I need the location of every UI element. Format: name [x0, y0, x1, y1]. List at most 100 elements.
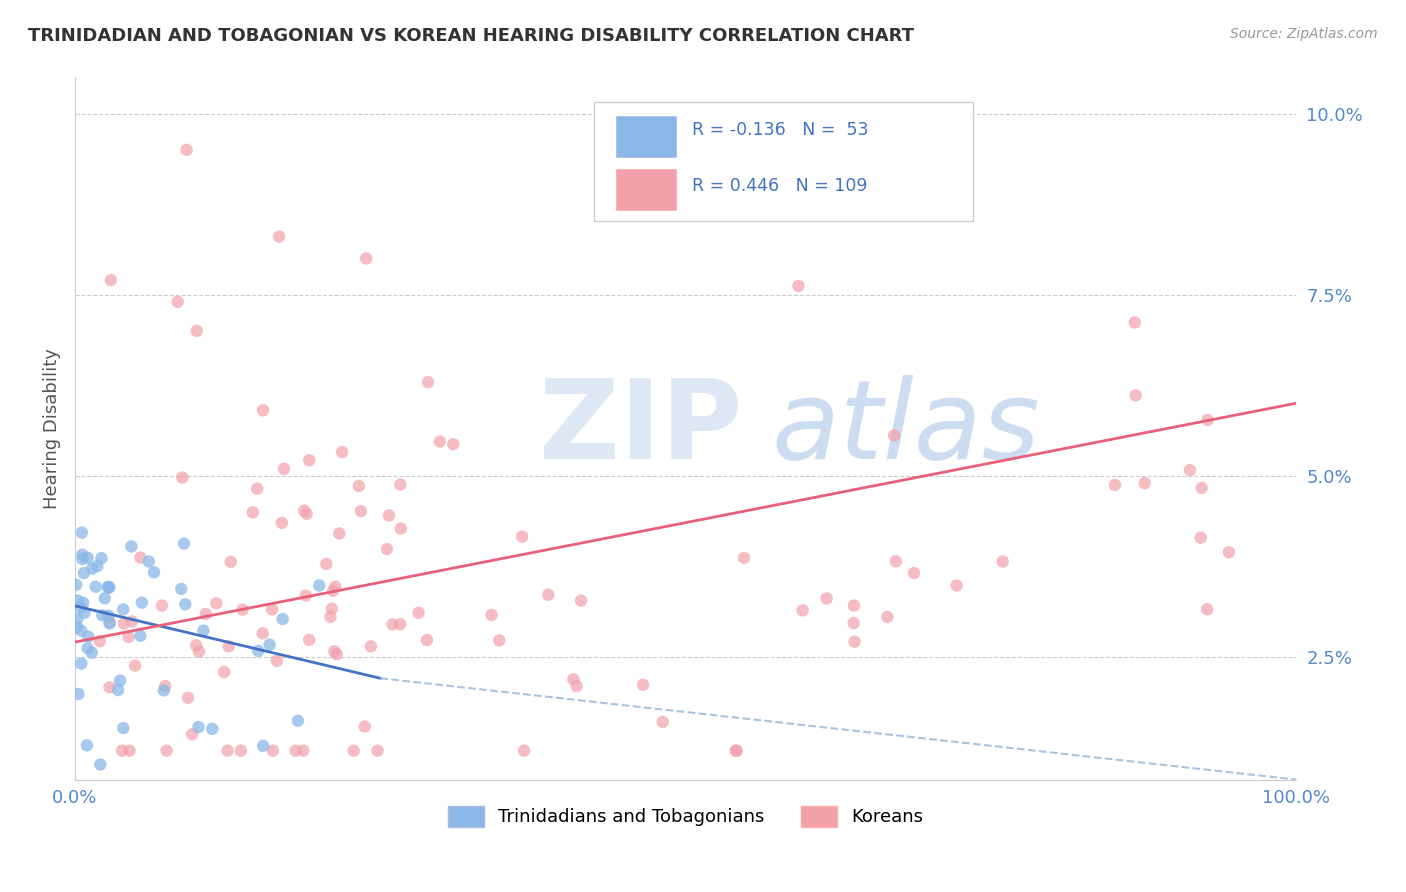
Point — [173, 536, 195, 550]
Point — [70, 657, 93, 671]
Point — [153, 683, 176, 698]
Point — [269, 229, 291, 244]
Point — [82, 561, 104, 575]
Point — [354, 252, 377, 266]
Point — [429, 434, 451, 449]
Point — [381, 617, 404, 632]
Point — [315, 557, 337, 571]
Point — [73, 566, 96, 580]
Point — [1197, 413, 1219, 427]
Point — [246, 482, 269, 496]
Point — [488, 633, 510, 648]
Point — [66, 612, 89, 626]
Point — [1133, 476, 1156, 491]
Point — [187, 720, 209, 734]
Point — [69, 600, 91, 615]
Point — [201, 722, 224, 736]
Point — [513, 744, 536, 758]
Point — [121, 615, 143, 629]
Point — [108, 673, 131, 688]
Point — [323, 644, 346, 658]
Point — [98, 616, 121, 631]
Point — [232, 602, 254, 616]
Text: atlas: atlas — [772, 375, 1040, 482]
FancyBboxPatch shape — [616, 169, 676, 211]
Point — [1123, 316, 1146, 330]
Point — [262, 602, 284, 616]
Point — [322, 583, 344, 598]
Point — [76, 550, 98, 565]
Point — [842, 616, 865, 631]
Point — [1189, 531, 1212, 545]
Point — [194, 607, 217, 621]
Point — [120, 540, 142, 554]
Point — [1197, 602, 1219, 616]
Point — [350, 504, 373, 518]
Point — [76, 641, 98, 656]
Point — [219, 555, 242, 569]
Point — [91, 608, 114, 623]
Point — [186, 324, 208, 338]
Point — [65, 578, 87, 592]
Point — [94, 591, 117, 606]
Point — [166, 294, 188, 309]
Point — [842, 599, 865, 613]
Point — [97, 608, 120, 623]
Point — [292, 744, 315, 758]
Text: R = 0.446   N = 109: R = 0.446 N = 109 — [692, 178, 868, 195]
Point — [725, 744, 748, 758]
Point — [181, 727, 204, 741]
Point — [787, 279, 810, 293]
Point — [991, 554, 1014, 568]
Point — [295, 507, 318, 521]
Point — [66, 593, 89, 607]
Point — [375, 542, 398, 557]
Point — [651, 714, 673, 729]
Point — [97, 580, 120, 594]
Point — [1191, 481, 1213, 495]
Text: ZIP: ZIP — [538, 375, 742, 482]
Point — [111, 744, 134, 758]
Point — [176, 143, 198, 157]
Point — [815, 591, 838, 606]
Point — [98, 580, 121, 594]
Y-axis label: Hearing Disability: Hearing Disability — [44, 348, 60, 509]
Point — [242, 505, 264, 519]
Point — [153, 679, 176, 693]
Point — [117, 630, 139, 644]
Point — [328, 526, 350, 541]
Point — [271, 612, 294, 626]
Point — [1104, 478, 1126, 492]
Point — [150, 599, 173, 613]
Point — [416, 633, 439, 648]
Point — [76, 739, 98, 753]
Point — [1125, 388, 1147, 402]
Point — [294, 589, 316, 603]
Point — [292, 503, 315, 517]
Point — [884, 554, 907, 568]
Point — [107, 683, 129, 698]
Point — [112, 616, 135, 631]
Point — [70, 624, 93, 638]
Point — [325, 648, 347, 662]
Point — [360, 640, 382, 654]
Point — [90, 551, 112, 566]
Point — [733, 551, 755, 566]
Text: R = -0.136   N =  53: R = -0.136 N = 53 — [692, 121, 869, 139]
Point — [247, 644, 270, 658]
Point — [298, 632, 321, 647]
Point — [72, 548, 94, 562]
Point — [945, 578, 967, 592]
Point — [72, 552, 94, 566]
Point — [72, 596, 94, 610]
Point — [188, 644, 211, 658]
FancyBboxPatch shape — [616, 116, 676, 158]
Point — [112, 721, 135, 735]
Point — [212, 665, 235, 679]
Point — [77, 630, 100, 644]
Point — [287, 714, 309, 728]
Point — [129, 629, 152, 643]
Point — [252, 403, 274, 417]
Point — [883, 428, 905, 442]
Point — [876, 610, 898, 624]
